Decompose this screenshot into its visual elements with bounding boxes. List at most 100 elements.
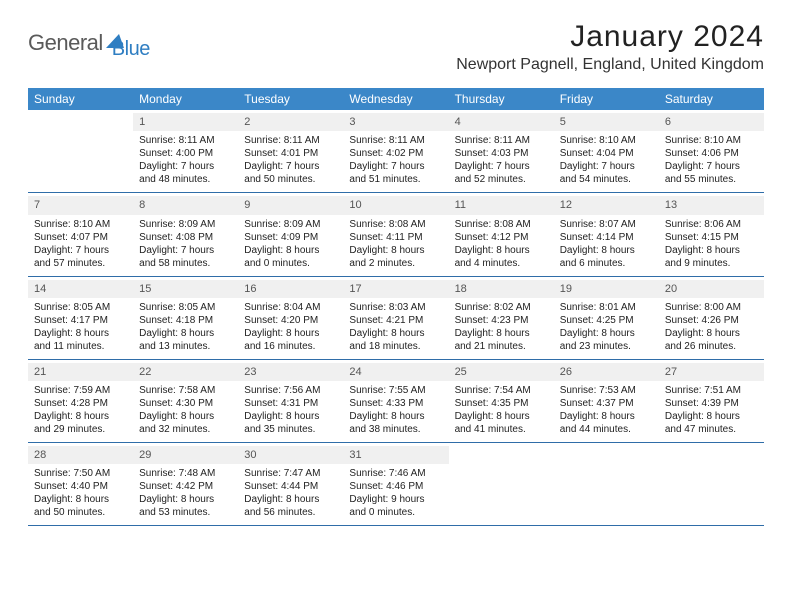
day-number: 20	[659, 280, 764, 298]
weekday-header-row: Sunday Monday Tuesday Wednesday Thursday…	[28, 88, 764, 110]
day-cell: 11Sunrise: 8:08 AMSunset: 4:12 PMDayligh…	[449, 193, 554, 275]
day-info-line: Sunset: 4:39 PM	[665, 397, 758, 410]
day-info-line: Sunset: 4:06 PM	[665, 147, 758, 160]
day-number: 30	[238, 446, 343, 464]
day-info-line: and 32 minutes.	[139, 423, 232, 436]
logo-part1: General	[28, 30, 103, 56]
day-info-line: Sunrise: 8:11 AM	[244, 134, 337, 147]
day-number: 19	[554, 280, 659, 298]
day-number: 22	[133, 363, 238, 381]
day-info-line: Daylight: 8 hours	[455, 410, 548, 423]
day-info-line: and 38 minutes.	[349, 423, 442, 436]
day-info-line: Sunset: 4:07 PM	[34, 231, 127, 244]
day-info-line: Sunrise: 7:53 AM	[560, 384, 653, 397]
day-info-line: Sunset: 4:02 PM	[349, 147, 442, 160]
day-info-line: and 13 minutes.	[139, 340, 232, 353]
day-info-line: Daylight: 8 hours	[665, 410, 758, 423]
day-info-line: Daylight: 8 hours	[665, 244, 758, 257]
day-info-line: and 2 minutes.	[349, 257, 442, 270]
day-info-line: Sunrise: 8:08 AM	[455, 218, 548, 231]
day-info-line: Sunset: 4:26 PM	[665, 314, 758, 327]
day-info-line: Daylight: 7 hours	[244, 160, 337, 173]
day-cell: 7Sunrise: 8:10 AMSunset: 4:07 PMDaylight…	[28, 193, 133, 275]
day-cell: 8Sunrise: 8:09 AMSunset: 4:08 PMDaylight…	[133, 193, 238, 275]
day-info-line: Sunset: 4:14 PM	[560, 231, 653, 244]
day-cell: 5Sunrise: 8:10 AMSunset: 4:04 PMDaylight…	[554, 110, 659, 192]
day-info-line: and 54 minutes.	[560, 173, 653, 186]
day-info-line: and 58 minutes.	[139, 257, 232, 270]
day-info-line: and 50 minutes.	[34, 506, 127, 519]
day-number: 28	[28, 446, 133, 464]
day-info-line: Sunrise: 8:00 AM	[665, 301, 758, 314]
day-info-line: and 26 minutes.	[665, 340, 758, 353]
day-number: 7	[28, 196, 133, 214]
day-cell: 12Sunrise: 8:07 AMSunset: 4:14 PMDayligh…	[554, 193, 659, 275]
day-info-line: and 51 minutes.	[349, 173, 442, 186]
day-info-line: Daylight: 8 hours	[244, 244, 337, 257]
day-info-line: Sunset: 4:01 PM	[244, 147, 337, 160]
day-info-line: Sunrise: 8:11 AM	[139, 134, 232, 147]
day-info-line: and 50 minutes.	[244, 173, 337, 186]
day-info-line: Sunrise: 7:46 AM	[349, 467, 442, 480]
day-number: 23	[238, 363, 343, 381]
day-info-line: Daylight: 8 hours	[665, 327, 758, 340]
day-cell: 2 Sunrise: 8:11 AMSunset: 4:01 PMDaylight…	[238, 110, 343, 192]
day-info-line: Sunset: 4:25 PM	[560, 314, 653, 327]
day-info-line: Daylight: 8 hours	[34, 327, 127, 340]
day-cell: 22Sunrise: 7:58 AMSunset: 4:30 PMDayligh…	[133, 360, 238, 442]
day-info-line: Sunset: 4:23 PM	[455, 314, 548, 327]
weekday-label: Friday	[554, 88, 659, 110]
day-info-line: Daylight: 8 hours	[560, 327, 653, 340]
day-number: 2	[238, 113, 343, 131]
day-info-line: and 0 minutes.	[244, 257, 337, 270]
day-info-line: Daylight: 8 hours	[34, 410, 127, 423]
weekday-label: Sunday	[28, 88, 133, 110]
day-info-line: Sunset: 4:30 PM	[139, 397, 232, 410]
day-number: 15	[133, 280, 238, 298]
day-info-line: and 44 minutes.	[560, 423, 653, 436]
day-info-line: Daylight: 8 hours	[244, 410, 337, 423]
day-info-line: and 48 minutes.	[139, 173, 232, 186]
day-info-line: Sunrise: 7:51 AM	[665, 384, 758, 397]
day-info-line: and 4 minutes.	[455, 257, 548, 270]
day-info-line: Sunrise: 8:06 AM	[665, 218, 758, 231]
weekday-label: Thursday	[449, 88, 554, 110]
day-info-line: Daylight: 8 hours	[349, 410, 442, 423]
day-info-line: Sunset: 4:20 PM	[244, 314, 337, 327]
day-cell	[449, 443, 554, 525]
day-info-line: Sunset: 4:17 PM	[34, 314, 127, 327]
day-cell: 27 Sunrise: 7:51 AMSunset: 4:39 PMDayligh…	[659, 360, 764, 442]
day-number: 27	[659, 363, 764, 381]
day-info-line: Daylight: 8 hours	[34, 493, 127, 506]
week-row: 28Sunrise: 7:50 AMSunset: 4:40 PMDayligh…	[28, 443, 764, 526]
day-cell: 15Sunrise: 8:05 AMSunset: 4:18 PMDayligh…	[133, 277, 238, 359]
calendar-page: General Blue January 2024 Newport Pagnel…	[0, 0, 792, 546]
day-cell	[28, 110, 133, 192]
day-number: 14	[28, 280, 133, 298]
calendar-grid: Sunday Monday Tuesday Wednesday Thursday…	[28, 88, 764, 526]
day-cell	[554, 443, 659, 525]
day-number: 11	[449, 196, 554, 214]
day-cell: 30Sunrise: 7:47 AMSunset: 4:44 PMDayligh…	[238, 443, 343, 525]
day-info-line: Sunrise: 8:01 AM	[560, 301, 653, 314]
day-number: 9	[238, 196, 343, 214]
day-info-line: Sunset: 4:00 PM	[139, 147, 232, 160]
day-cell: 6Sunrise: 8:10 AMSunset: 4:06 PMDaylight…	[659, 110, 764, 192]
day-info-line: and 56 minutes.	[244, 506, 337, 519]
day-cell	[659, 443, 764, 525]
day-info-line: Sunrise: 7:56 AM	[244, 384, 337, 397]
day-info-line: Daylight: 8 hours	[349, 244, 442, 257]
location-subtitle: Newport Pagnell, England, United Kingdom	[456, 56, 764, 74]
day-info-line: and 11 minutes.	[34, 340, 127, 353]
day-number: 24	[343, 363, 448, 381]
day-number: 13	[659, 196, 764, 214]
day-number: 12	[554, 196, 659, 214]
day-number: 8	[133, 196, 238, 214]
day-info-line: Sunset: 4:46 PM	[349, 480, 442, 493]
day-info-line: Sunset: 4:42 PM	[139, 480, 232, 493]
week-row: 1Sunrise: 8:11 AMSunset: 4:00 PMDaylight…	[28, 110, 764, 193]
day-info-line: and 41 minutes.	[455, 423, 548, 436]
day-info-line: Sunset: 4:09 PM	[244, 231, 337, 244]
day-info-line: Sunrise: 7:48 AM	[139, 467, 232, 480]
day-number: 18	[449, 280, 554, 298]
